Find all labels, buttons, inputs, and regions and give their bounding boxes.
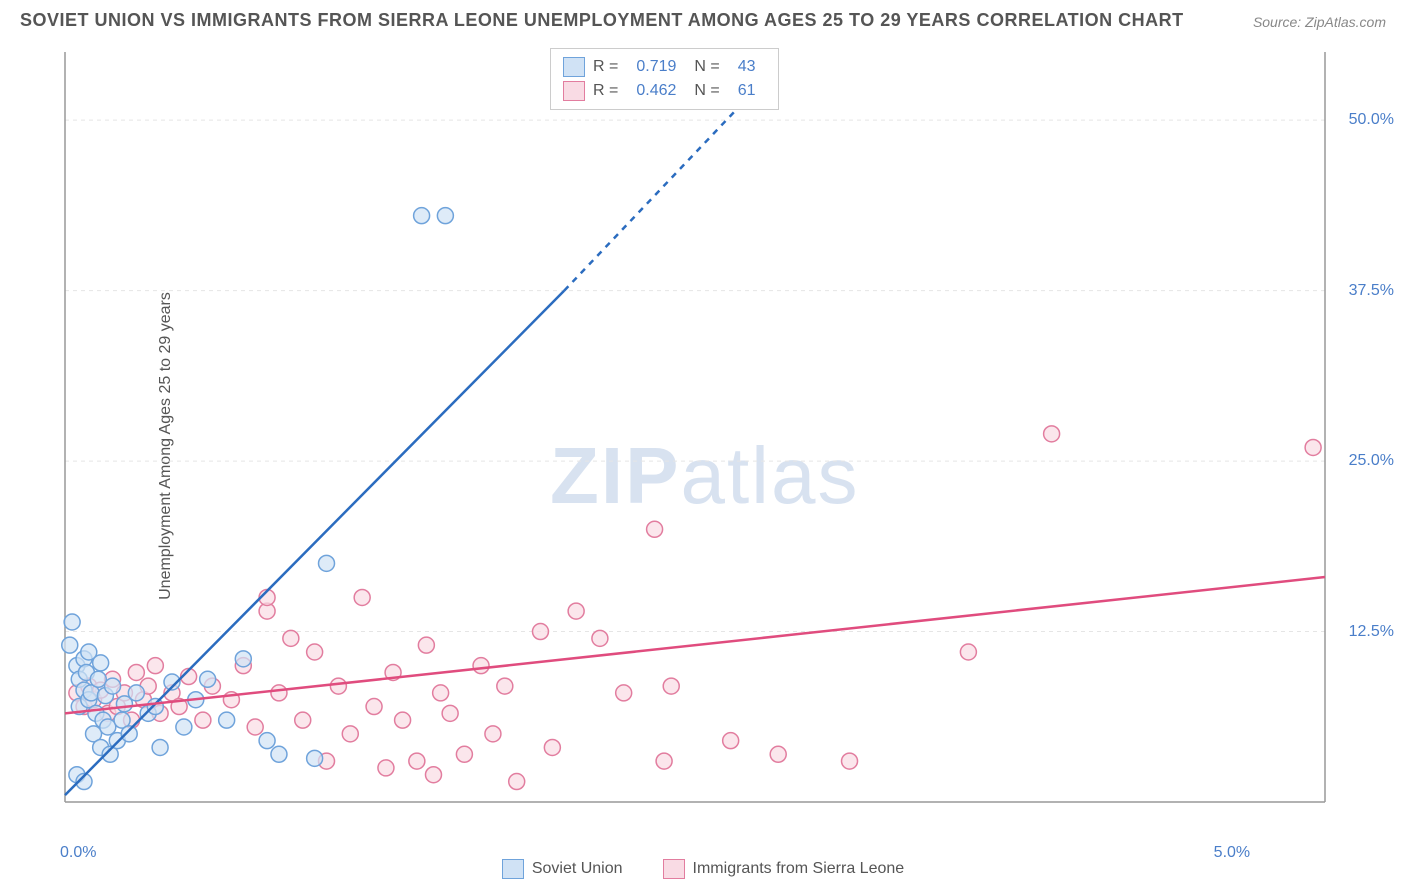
legend-r-label: R =	[593, 58, 618, 76]
legend-swatch	[502, 859, 524, 879]
legend-row: R = 0.462 N = 61	[563, 79, 766, 103]
legend-label: Immigrants from Sierra Leone	[693, 860, 905, 878]
legend-swatch	[663, 859, 685, 879]
chart-svg	[55, 42, 1385, 842]
x-tick-label: 0.0%	[60, 844, 96, 862]
legend-r-value: 0.719	[636, 58, 676, 76]
y-tick-label: 37.5%	[1349, 282, 1394, 300]
legend-n-value: 43	[738, 58, 756, 76]
scatter-plot	[55, 42, 1385, 842]
legend-r-label: R =	[593, 82, 618, 100]
legend-swatch	[563, 81, 585, 101]
legend-label: Soviet Union	[532, 860, 623, 878]
legend-item: Soviet Union	[502, 859, 623, 879]
series-legend: Soviet Union Immigrants from Sierra Leone	[0, 859, 1406, 884]
legend-n-value: 61	[738, 82, 756, 100]
y-tick-label: 12.5%	[1349, 623, 1394, 641]
legend-swatch	[563, 57, 585, 77]
correlation-legend: R = 0.719 N = 43 R = 0.462 N = 61	[550, 48, 779, 110]
legend-n-label: N =	[694, 58, 719, 76]
legend-row: R = 0.719 N = 43	[563, 55, 766, 79]
chart-title: SOVIET UNION VS IMMIGRANTS FROM SIERRA L…	[20, 10, 1184, 31]
legend-n-label: N =	[694, 82, 719, 100]
y-tick-label: 50.0%	[1349, 111, 1394, 129]
y-tick-label: 25.0%	[1349, 452, 1394, 470]
legend-r-value: 0.462	[636, 82, 676, 100]
x-tick-label: 5.0%	[1214, 844, 1250, 862]
legend-item: Immigrants from Sierra Leone	[663, 859, 905, 879]
source-label: Source: ZipAtlas.com	[1253, 14, 1386, 30]
